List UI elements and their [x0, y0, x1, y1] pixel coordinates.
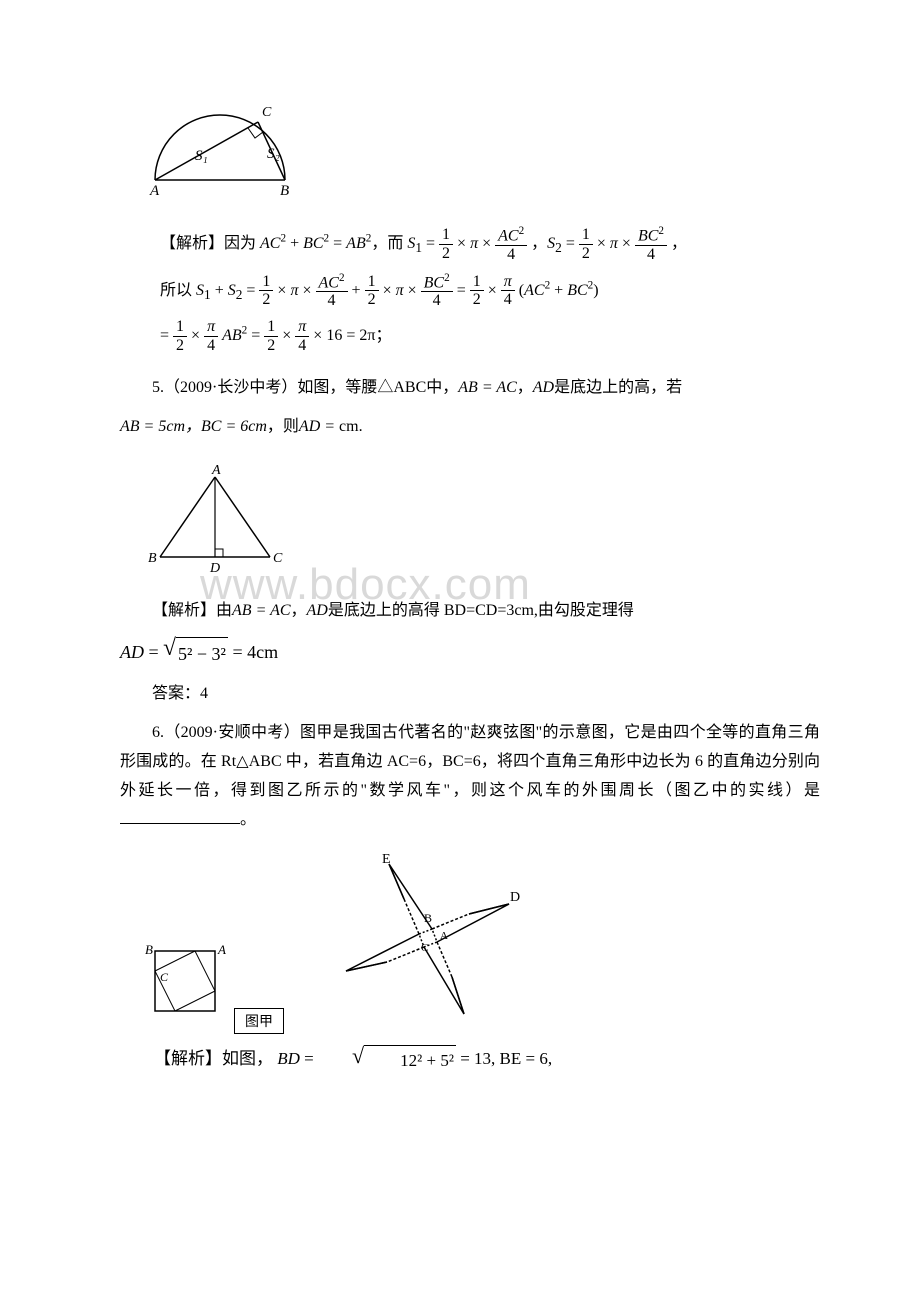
solution1-line2: 所以 S1 + S2 = 12 × π × AC24 + 12 × π × BC… — [160, 272, 820, 311]
problem5-line2: AB = 5cm，BC = 6cm，则AD = cm. — [120, 413, 820, 442]
figure-semicircle: A B C S₁ S₂ — [140, 80, 820, 205]
solution1-line1: 【解析】因为 AC2 + BC2 = AB2，而 S1 = 12 × π × A… — [160, 225, 820, 264]
figure-windmill: E D B A C — [324, 849, 524, 1034]
label-A2: A — [211, 463, 221, 478]
label-A3: A — [440, 930, 448, 942]
label-D3: D — [510, 890, 520, 905]
solution6-line: 【解析】如图， BD = √12² + 5² = 13, BE = 6, — [120, 1044, 820, 1076]
label-A: A — [149, 183, 160, 199]
label-C: C — [262, 105, 272, 120]
problem6-text: 6.（2009·安顺中考）图甲是我国古代著名的"赵爽弦图"的示意图，它是由四个全… — [120, 719, 820, 834]
figure-jia: B A C 图甲 — [140, 936, 284, 1034]
label-C2: C — [273, 551, 283, 566]
label-E3: E — [382, 852, 391, 867]
s1-lead: 【解析】因为 — [160, 235, 256, 252]
svg-text:C: C — [160, 970, 169, 984]
label-B2: B — [148, 551, 157, 566]
solution5-answer: 答案：4 — [120, 680, 820, 709]
figure-row: B A C 图甲 — [140, 849, 820, 1034]
problem5-text: 5.（2009·长沙中考）如图，等腰△ABC中，AB = AC，AD是底边上的高… — [120, 374, 820, 403]
solution5-line1: 【解析】由AB = AC，AD是底边上的高得 BD=CD=3cm,由勾股定理得 — [120, 597, 820, 626]
label-C3: C — [421, 942, 428, 954]
figure-triangle: A B C D — [140, 462, 820, 577]
label-S1: S₁ — [195, 148, 208, 164]
label-B3: B — [424, 911, 432, 925]
label-S2: S₂ — [267, 146, 280, 162]
solution5-eq: AD = √5² − 3² = 4cm — [120, 636, 820, 671]
page-content: A B C S₁ S₂ 【解析】因为 AC2 + BC2 = AB2，而 S1 … — [120, 80, 820, 1076]
solution1-line3: = 12 × π4 AB2 = 12 × π4 × 16 = 2π； — [160, 318, 820, 354]
label-D2: D — [209, 561, 220, 572]
blank-fill — [120, 808, 240, 824]
svg-text:A: A — [217, 942, 226, 957]
caption-jia: 图甲 — [234, 1008, 284, 1034]
svg-text:B: B — [145, 942, 153, 957]
label-B: B — [280, 183, 289, 199]
